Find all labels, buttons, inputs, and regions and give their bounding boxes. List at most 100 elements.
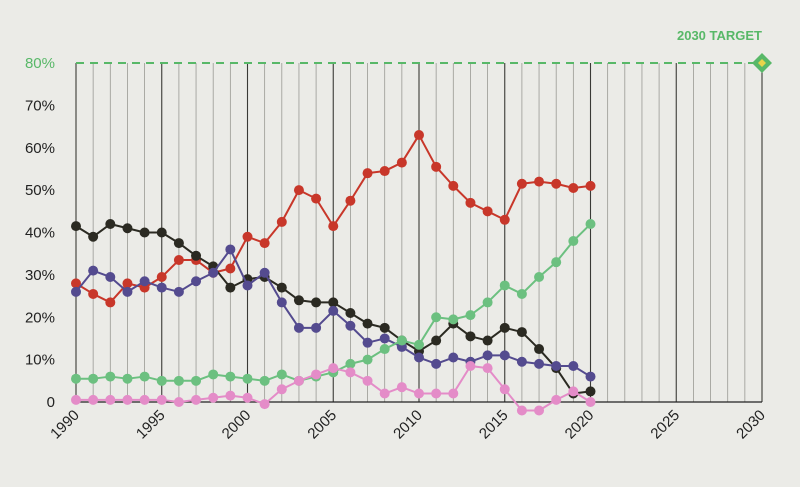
- data-point: [208, 369, 219, 380]
- data-point: [191, 276, 202, 287]
- data-point: [534, 271, 545, 282]
- data-point: [379, 388, 390, 399]
- data-point: [551, 257, 562, 268]
- data-point: [173, 286, 184, 297]
- data-point: [585, 180, 596, 191]
- data-point: [345, 358, 356, 369]
- data-point: [482, 206, 493, 217]
- y-tick-label: 50%: [25, 182, 55, 199]
- y-tick-label: 10%: [25, 352, 55, 369]
- data-point: [585, 219, 596, 230]
- x-tick-label: 2025: [647, 407, 683, 443]
- data-point: [328, 221, 339, 232]
- data-point: [88, 265, 99, 276]
- y-tick-label: 40%: [25, 225, 55, 242]
- data-point: [105, 219, 116, 230]
- data-point: [345, 195, 356, 206]
- data-point: [585, 371, 596, 382]
- data-point: [585, 397, 596, 407]
- data-point: [242, 231, 253, 242]
- series-group: [71, 130, 596, 416]
- data-point: [191, 375, 202, 386]
- data-point: [122, 394, 133, 405]
- data-point: [516, 178, 527, 189]
- data-point: [156, 282, 167, 293]
- data-point: [414, 130, 424, 141]
- data-point: [173, 238, 184, 249]
- grid: [75, 63, 763, 402]
- data-point: [105, 271, 116, 282]
- data-point: [465, 310, 476, 321]
- data-point: [448, 314, 459, 325]
- data-point: [293, 322, 304, 333]
- data-point: [225, 371, 236, 382]
- data-point: [465, 197, 476, 208]
- data-point: [328, 297, 339, 308]
- data-point: [516, 405, 527, 416]
- data-point: [534, 344, 545, 355]
- axes: 0 10% 20% 30% 40% 50% 60% 70% 80% 1990 1995 2000 200…: [25, 55, 769, 442]
- data-point: [191, 250, 202, 261]
- target-marker-center: [758, 59, 766, 67]
- data-point: [585, 386, 596, 397]
- data-point: [551, 394, 562, 405]
- data-point: [156, 394, 167, 405]
- data-point: [499, 350, 510, 361]
- data-point: [225, 244, 236, 255]
- data-point: [328, 305, 339, 316]
- data-point: [311, 322, 322, 333]
- x-tick-label: 1990: [47, 407, 83, 443]
- data-point: [499, 280, 510, 291]
- data-point: [448, 352, 459, 363]
- data-point: [431, 335, 442, 346]
- data-point: [568, 235, 579, 246]
- data-point: [362, 375, 373, 386]
- data-point: [396, 335, 407, 346]
- data-point: [259, 399, 270, 410]
- data-point: [122, 373, 133, 384]
- data-point: [414, 388, 424, 399]
- data-point: [71, 394, 81, 405]
- data-point: [414, 352, 424, 363]
- data-point: [311, 193, 322, 204]
- data-point: [242, 392, 253, 403]
- target-label: 2030 TARGET: [677, 28, 762, 43]
- data-point: [71, 286, 81, 297]
- data-point: [499, 384, 510, 395]
- series-4: [71, 360, 596, 416]
- data-point: [276, 384, 287, 395]
- data-point: [259, 238, 270, 249]
- data-point: [448, 388, 459, 399]
- data-point: [191, 394, 202, 405]
- data-point: [225, 282, 236, 293]
- data-point: [173, 397, 184, 407]
- data-point: [139, 371, 150, 382]
- data-point: [242, 373, 253, 384]
- x-tick-label: 2015: [476, 407, 512, 443]
- target-group: 2030 TARGET: [76, 28, 772, 73]
- data-point: [568, 360, 579, 371]
- data-point: [293, 185, 304, 196]
- data-point: [105, 394, 116, 405]
- data-point: [499, 322, 510, 333]
- data-point: [482, 350, 493, 361]
- data-point: [276, 282, 287, 293]
- data-point: [71, 221, 81, 232]
- data-point: [465, 360, 476, 371]
- data-point: [551, 178, 562, 189]
- data-point: [293, 375, 304, 386]
- data-point: [139, 276, 150, 287]
- data-point: [448, 180, 459, 191]
- series-0: [71, 130, 596, 308]
- data-point: [225, 390, 236, 401]
- x-tick-label: 2000: [219, 407, 255, 443]
- data-point: [379, 166, 390, 177]
- data-point: [534, 176, 545, 187]
- data-point: [379, 333, 390, 344]
- data-point: [156, 271, 167, 282]
- x-tick-label: 2030: [733, 407, 769, 443]
- data-point: [551, 360, 562, 371]
- data-point: [276, 216, 287, 227]
